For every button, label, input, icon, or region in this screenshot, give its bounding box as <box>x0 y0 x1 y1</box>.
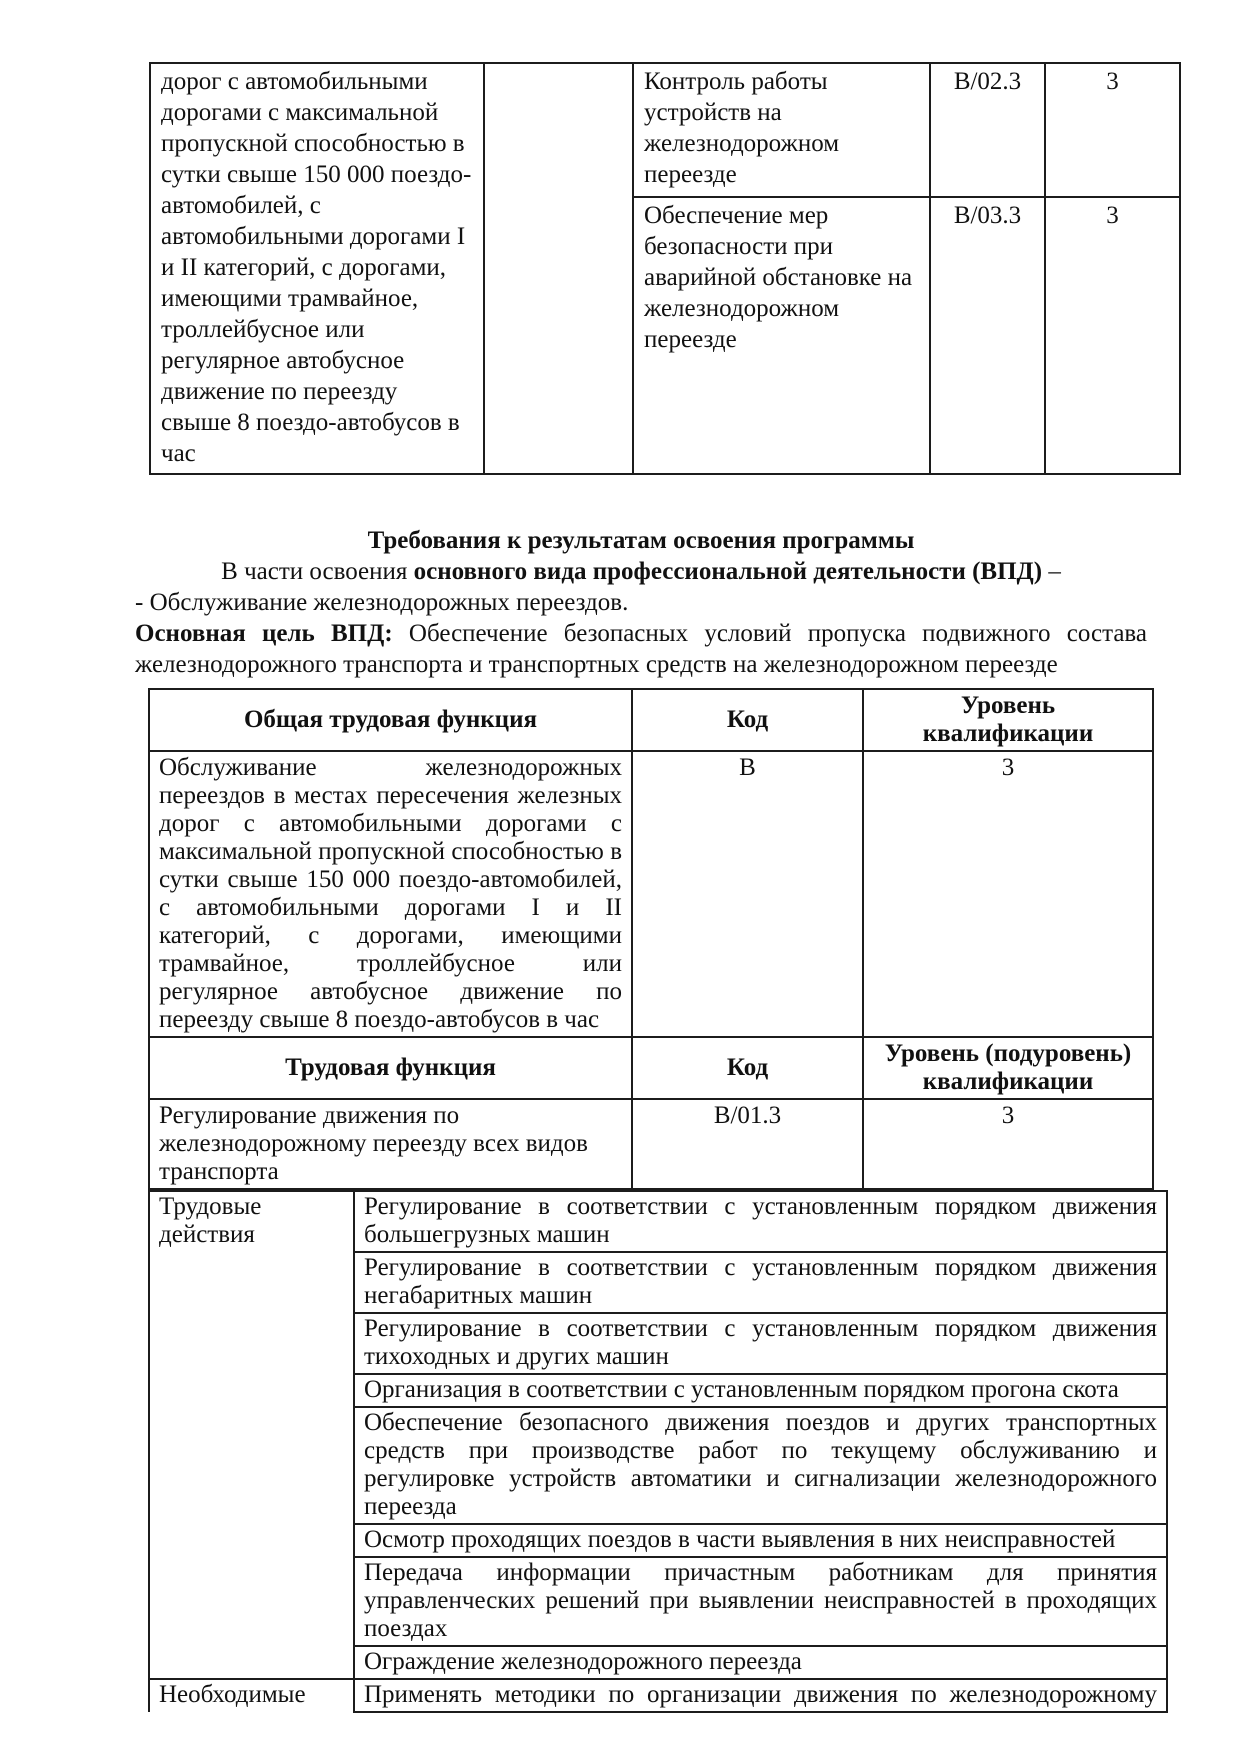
header-sublevel-qualification: Уровень (подуровень) квалификации <box>862 1036 1154 1100</box>
labor-action-item: Регулирование в соответствии с установле… <box>353 1251 1168 1314</box>
header-qualification-level: Уровень квалификации <box>862 688 1154 752</box>
tf-level-cell: 3 <box>1044 62 1181 198</box>
header-labor-function: Трудовая функция <box>148 1036 633 1100</box>
labor-action-item: Обеспечение безопасного движения поездов… <box>353 1406 1168 1525</box>
labor-actions-label: Трудовые действия <box>148 1190 355 1680</box>
tf-code-cell: В/03.3 <box>929 196 1046 475</box>
labor-action-item: Передача информации причастным работника… <box>353 1556 1168 1647</box>
subheading-line: В части освоения основного вида професси… <box>135 556 1147 587</box>
required-skill-item: Применять методики по организации движен… <box>353 1678 1168 1713</box>
labor-function-description: Регулирование движения по железнодорожно… <box>148 1098 633 1190</box>
heading-block: Требования к результатам освоения програ… <box>135 525 1147 680</box>
otf-description-cell: дорог с автомобильными дорогами с максим… <box>149 62 485 475</box>
labor-function-level: 3 <box>862 1098 1154 1190</box>
goal-paragraph: Основная цель ВПД: Обеспечение безопасны… <box>135 618 1147 680</box>
labor-action-item: Регулирование в соответствии с установле… <box>353 1190 1168 1253</box>
labor-function-code: В/01.3 <box>631 1098 864 1190</box>
otf-empty-cell <box>483 62 634 475</box>
general-function-description: Обслуживание железнодорожных переездов в… <box>148 750 633 1038</box>
labor-action-item: Регулирование в соответствии с установле… <box>353 1312 1168 1375</box>
tf-code-cell: В/02.3 <box>929 62 1046 198</box>
goal-label: Основная цель ВПД: <box>135 620 393 647</box>
tf-name-cell: Контроль работы устройств на железнодоро… <box>632 62 931 198</box>
header-code: Код <box>631 1036 864 1100</box>
required-skills-label: Необходимые <box>148 1678 355 1712</box>
labor-action-item: Осмотр проходящих поездов в части выявле… <box>353 1523 1168 1558</box>
section-title: Требования к результатам освоения програ… <box>367 527 915 554</box>
labor-actions-table: Трудовые действия Регулирование в соотве… <box>148 1190 1168 1713</box>
header-general-function: Общая трудовая функция <box>148 688 633 752</box>
tf-level-cell: 3 <box>1044 196 1181 475</box>
general-labor-function-table: Общая трудовая функция Код Уровень квали… <box>148 688 1154 1190</box>
general-function-code: В <box>631 750 864 1038</box>
subheading-prefix: В части освоения <box>221 558 414 585</box>
otf-continuation-table: дорог с автомобильными дорогами с максим… <box>149 62 1181 475</box>
goal-text: Обеспечение безопасных условий пропуска … <box>135 620 1147 678</box>
tf-name-cell: Обеспечение мер безопасности при аварийн… <box>632 196 931 475</box>
subheading-bold: основного вида профессиональной деятельн… <box>413 558 1043 585</box>
subheading-suffix: – <box>1042 558 1061 585</box>
header-code: Код <box>631 688 864 752</box>
service-line: - Обслуживание железнодорожных переездов… <box>135 589 629 616</box>
labor-action-item: Организация в соответствии с установленн… <box>353 1373 1168 1408</box>
general-function-level: 3 <box>862 750 1154 1038</box>
labor-action-item: Ограждение железнодорожного переезда <box>353 1645 1168 1680</box>
